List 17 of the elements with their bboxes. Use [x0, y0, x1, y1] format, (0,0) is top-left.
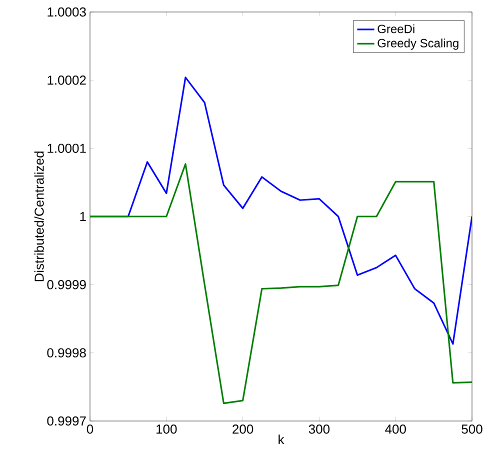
legend-label: GreeDi — [378, 24, 414, 34]
y-tick-label: 0.9999 — [47, 280, 86, 290]
x-tick-label: 400 — [385, 424, 406, 434]
x-tick-label: 0 — [86, 424, 94, 434]
y-tick-label: 1.0002 — [48, 76, 86, 85]
x-tick-label: 500 — [462, 424, 482, 434]
x-axis-title: k — [278, 434, 284, 444]
legend-label: Greedy Scaling — [378, 38, 458, 50]
y-tick-label: 1.0003 — [48, 7, 86, 17]
y-tick-label: 0.9998 — [47, 348, 86, 358]
x-tick-label: 100 — [156, 424, 177, 434]
y-axis-title: Distributed/Centralized — [34, 152, 44, 282]
x-tick-label: 300 — [308, 424, 330, 434]
y-tick-label: 0.9997 — [47, 416, 86, 426]
y-tick-label: 1.0001 — [48, 144, 86, 153]
y-tick-label: 1 — [80, 212, 86, 221]
x-tick-label: 200 — [232, 424, 254, 434]
